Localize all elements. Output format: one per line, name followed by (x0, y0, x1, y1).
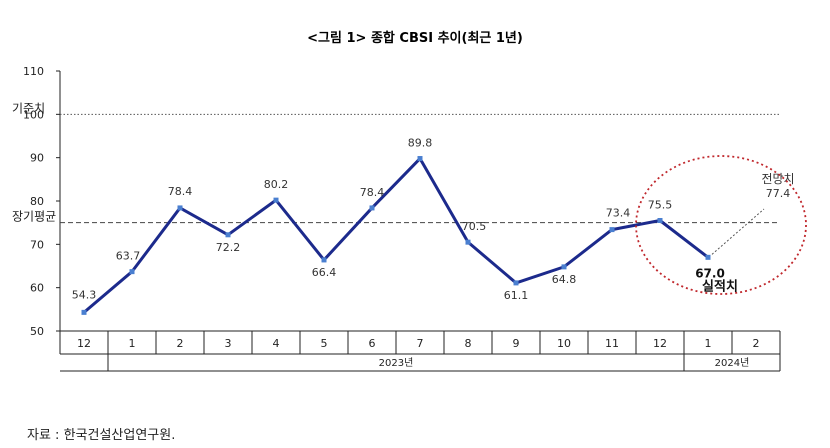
data-point (561, 264, 567, 270)
x-tick-label: 12 (77, 337, 91, 350)
y-tick-label: 100 (23, 108, 44, 121)
reference-line-label: 기준치 (12, 101, 45, 115)
data-label: 64.8 (552, 273, 577, 286)
data-point (273, 197, 279, 203)
actual-label: 실적치 (702, 278, 738, 294)
x-tick-label: 12 (653, 337, 667, 350)
data-label: 66.4 (312, 266, 337, 279)
y-tick-label: 60 (30, 282, 44, 295)
data-point (465, 239, 471, 245)
series-line (83, 157, 709, 314)
year-label: 2024년 (715, 357, 750, 369)
data-point (81, 309, 87, 315)
forecast-leader-line (711, 208, 765, 255)
y-tick-label: 80 (30, 195, 44, 208)
data-label: 73.4 (606, 207, 631, 220)
x-tick-label: 9 (513, 337, 520, 350)
data-label: 67.0 (695, 266, 725, 280)
x-tick-label: 3 (225, 337, 232, 350)
data-label: 54.3 (72, 288, 97, 301)
data-point (417, 156, 423, 162)
data-label: 75.5 (648, 199, 673, 212)
data-label: 72.2 (216, 241, 241, 254)
data-point (513, 280, 519, 286)
y-tick-label: 70 (30, 238, 44, 251)
x-tick-label: 2 (177, 337, 184, 350)
x-tick-label: 5 (321, 337, 328, 350)
x-tick-label: 11 (605, 337, 619, 350)
data-point (177, 205, 183, 211)
chart-title: <그림 1> 종합 CBSI 추이(최근 1년) (307, 30, 523, 46)
x-tick-label: 1 (705, 337, 712, 350)
data-point (705, 254, 711, 260)
data-label: 80.2 (264, 178, 289, 191)
source-note: 자료 : 한국건설산업연구원. (27, 428, 176, 443)
data-point (321, 257, 327, 263)
data-label: 63.7 (116, 250, 141, 263)
y-tick-label: 110 (23, 65, 44, 78)
y-tick-label: 50 (30, 325, 44, 338)
highlight-circle (635, 155, 807, 295)
data-point (369, 205, 375, 211)
data-label: 61.1 (504, 289, 529, 302)
data-point (609, 227, 615, 233)
x-tick-label: 1 (129, 337, 136, 350)
year-label: 2023년 (379, 357, 414, 369)
data-label: 78.4 (360, 186, 385, 199)
data-label: 89.8 (408, 137, 433, 150)
forecast-value: 77.4 (766, 187, 791, 200)
x-tick-label: 4 (273, 337, 280, 350)
forecast-label: 전망치 (761, 172, 794, 186)
y-tick-label: 90 (30, 152, 44, 165)
data-point (657, 218, 663, 223)
x-tick-label: 8 (465, 337, 472, 350)
x-tick-label: 7 (417, 337, 424, 350)
x-tick-label: 6 (369, 337, 376, 350)
data-point (129, 269, 135, 275)
data-point (225, 232, 231, 238)
x-tick-label: 10 (557, 337, 571, 350)
reference-line-label: 장기평균 (12, 210, 56, 224)
data-label: 78.4 (168, 185, 193, 198)
x-tick-label: 2 (753, 337, 760, 350)
data-label: 70.5 (462, 220, 487, 233)
